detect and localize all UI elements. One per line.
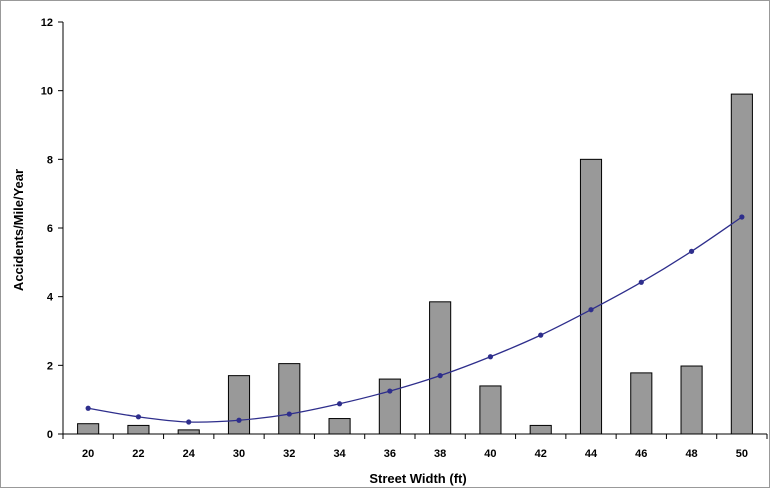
trend-point bbox=[588, 307, 594, 313]
x-axis-ticks: 20 22 24 30 32 34 36 38 40 42 44 46 48 50 bbox=[62, 434, 768, 460]
trend-point bbox=[487, 354, 494, 360]
trend-point bbox=[437, 373, 443, 379]
x-tick-label: 40 bbox=[484, 448, 496, 460]
bar bbox=[680, 365, 703, 435]
y-axis-ticks: 0 2 4 6 8 10 12 bbox=[41, 17, 63, 441]
bar bbox=[378, 378, 401, 435]
y-tick-label: 0 bbox=[47, 429, 53, 441]
x-tick-label: 44 bbox=[585, 448, 598, 460]
x-tick-label: 42 bbox=[535, 448, 547, 460]
bar bbox=[529, 424, 552, 435]
y-tick-label: 8 bbox=[47, 154, 53, 166]
bar bbox=[630, 372, 653, 435]
trend-point bbox=[739, 214, 745, 220]
bar bbox=[127, 424, 150, 435]
trend-point bbox=[538, 332, 544, 338]
trend-point bbox=[336, 401, 343, 407]
trend-point bbox=[638, 279, 644, 285]
bar bbox=[730, 93, 753, 435]
bar bbox=[77, 423, 100, 435]
x-tick-label: 38 bbox=[434, 448, 446, 460]
y-tick-label: 2 bbox=[47, 360, 53, 372]
x-tick-label: 50 bbox=[736, 448, 748, 460]
trend-point bbox=[85, 405, 91, 411]
x-axis-title: Street Width (ft) bbox=[369, 471, 466, 486]
trend-point bbox=[688, 248, 695, 254]
bar bbox=[429, 301, 452, 435]
x-tick-label: 46 bbox=[635, 448, 647, 460]
y-tick-label: 4 bbox=[47, 292, 54, 304]
x-tick-label: 20 bbox=[82, 448, 94, 460]
x-tick-label: 24 bbox=[183, 448, 196, 460]
x-tick-label: 22 bbox=[132, 448, 144, 460]
trend-line bbox=[88, 216, 743, 423]
y-axis-title: Accidents/Mile/Year bbox=[11, 169, 26, 291]
trend-point bbox=[387, 388, 393, 394]
trend-point bbox=[135, 414, 142, 420]
trend-line-series bbox=[85, 214, 745, 425]
bar bbox=[177, 429, 200, 435]
trend-point bbox=[186, 419, 192, 425]
y-tick-label: 12 bbox=[41, 17, 53, 29]
y-tick-label: 10 bbox=[41, 86, 53, 98]
x-tick-label: 36 bbox=[384, 448, 396, 460]
bar bbox=[579, 158, 603, 435]
trend-point bbox=[286, 411, 292, 417]
trend-point bbox=[236, 417, 242, 423]
x-tick-label: 48 bbox=[685, 448, 697, 460]
bar bbox=[227, 375, 251, 435]
y-tick-label: 6 bbox=[47, 223, 53, 235]
bar bbox=[278, 363, 301, 435]
x-tick-label: 30 bbox=[233, 448, 245, 460]
bar bbox=[328, 418, 351, 435]
x-tick-label: 34 bbox=[333, 448, 346, 460]
x-tick-label: 32 bbox=[283, 448, 295, 460]
bar bbox=[479, 385, 502, 435]
